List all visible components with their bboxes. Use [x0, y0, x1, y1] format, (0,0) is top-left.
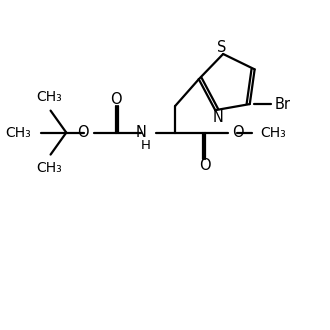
Text: Br: Br [275, 97, 291, 112]
Text: CH₃: CH₃ [5, 126, 31, 140]
Text: CH₃: CH₃ [36, 90, 62, 104]
Text: O: O [110, 92, 121, 107]
Text: O: O [199, 158, 211, 173]
Text: O: O [232, 125, 244, 140]
Text: N: N [136, 125, 147, 140]
Text: CH₃: CH₃ [36, 161, 62, 176]
Text: S: S [217, 40, 226, 54]
Text: N: N [212, 110, 223, 125]
Text: H: H [141, 140, 151, 152]
Text: O: O [78, 125, 89, 140]
Text: CH₃: CH₃ [260, 126, 286, 140]
